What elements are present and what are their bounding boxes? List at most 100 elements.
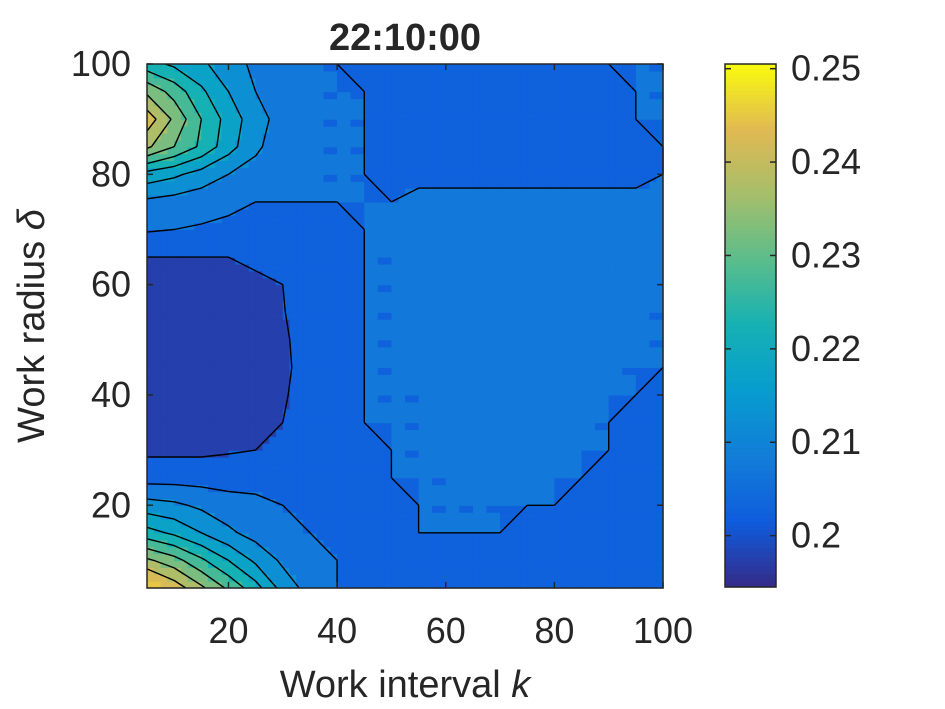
contour-cell (547, 326, 555, 334)
contour-cell (384, 167, 393, 175)
contour-cell (649, 422, 657, 431)
contour-cell (242, 408, 250, 417)
contour-cell (153, 188, 162, 196)
contour-cell (642, 250, 651, 258)
contour-cell (343, 539, 352, 548)
contour-cell (330, 222, 338, 231)
contour-cell (201, 257, 209, 265)
contour-cell (452, 243, 460, 251)
contour-cell (472, 236, 481, 244)
contour-cell (479, 174, 488, 182)
contour-cell (506, 381, 515, 389)
contour-cell (601, 457, 610, 465)
contour-cell (472, 229, 481, 237)
contour-cell (595, 546, 603, 555)
contour-cell (289, 574, 297, 582)
contour-cell (167, 195, 175, 203)
contour-cell (303, 243, 311, 251)
contour-cell (642, 429, 651, 437)
contour-cell (187, 208, 196, 217)
contour-cell (343, 553, 352, 562)
contour-cell (642, 436, 651, 444)
contour-cell (649, 360, 657, 368)
contour-cell (153, 463, 162, 472)
contour-cell (398, 505, 406, 513)
contour-cell (438, 236, 447, 244)
contour-cell (534, 491, 542, 499)
contour-cell (574, 429, 583, 437)
contour-cell (221, 463, 230, 472)
contour-cell (371, 174, 379, 182)
contour-cell (425, 450, 433, 458)
contour-cell (547, 463, 555, 472)
contour-cell (554, 360, 562, 368)
contour-cell (595, 463, 603, 472)
contour-cell (500, 505, 508, 513)
contour-cell (506, 215, 515, 224)
contour-cell (567, 277, 576, 286)
contour-cell (208, 415, 216, 424)
contour-cell (527, 477, 535, 486)
contour-cell (174, 174, 182, 182)
contour-cell (567, 284, 576, 293)
contour-cell (479, 346, 488, 355)
contour-cell (221, 532, 230, 541)
contour-cell (642, 539, 651, 548)
contour-cell (167, 326, 175, 334)
contour-cell (323, 463, 331, 472)
contour-cell (472, 553, 481, 562)
contour-cell (520, 277, 528, 286)
contour-cell (350, 305, 359, 313)
contour-cell (561, 519, 569, 527)
contour-cell (147, 360, 155, 368)
contour-cell (581, 581, 589, 589)
contour-cell (466, 284, 474, 293)
contour-cell (635, 250, 644, 258)
contour-cell (289, 422, 297, 431)
contour-cell (554, 291, 562, 300)
contour-cell (588, 422, 596, 431)
contour-cell (208, 153, 216, 162)
contour-cell (540, 553, 549, 562)
contour-cell (248, 491, 257, 499)
contour-cell (452, 132, 460, 141)
contour-cell (330, 284, 338, 293)
contour-cell (309, 484, 318, 493)
contour-cell (500, 208, 508, 217)
contour-cell (323, 498, 331, 506)
contour-cell (506, 270, 515, 279)
contour-cell (153, 181, 162, 189)
contour-cell (534, 539, 542, 548)
contour-cell (486, 470, 494, 479)
contour-cell (486, 581, 494, 589)
contour-cell (303, 422, 311, 431)
contour-cell (276, 263, 284, 272)
contour-cell (377, 181, 386, 189)
contour-cell (323, 457, 331, 465)
contour-cell (506, 463, 515, 472)
contour-cell (588, 270, 596, 279)
contour-cell (282, 374, 291, 382)
contour-cell (513, 525, 522, 534)
contour-cell (343, 415, 352, 424)
contour-cell (337, 532, 345, 541)
contour-cell (377, 443, 386, 451)
contour-cell (228, 525, 236, 534)
contour-cell (642, 360, 651, 368)
contour-cell (520, 167, 528, 175)
contour-cell (398, 546, 406, 555)
contour-cell (459, 450, 467, 458)
contour-cell (622, 436, 630, 444)
contour-cell (561, 477, 569, 486)
contour-cell (371, 139, 379, 148)
contour-cell (466, 181, 474, 189)
contour-cell (330, 319, 338, 327)
contour-cell (513, 367, 522, 375)
contour-cell (221, 139, 230, 148)
contour-cell (479, 215, 488, 224)
contour-cell (201, 560, 209, 568)
contour-cell (554, 215, 562, 224)
contour-cell (534, 229, 542, 237)
contour-cell (160, 498, 168, 506)
contour-cell (289, 195, 297, 203)
